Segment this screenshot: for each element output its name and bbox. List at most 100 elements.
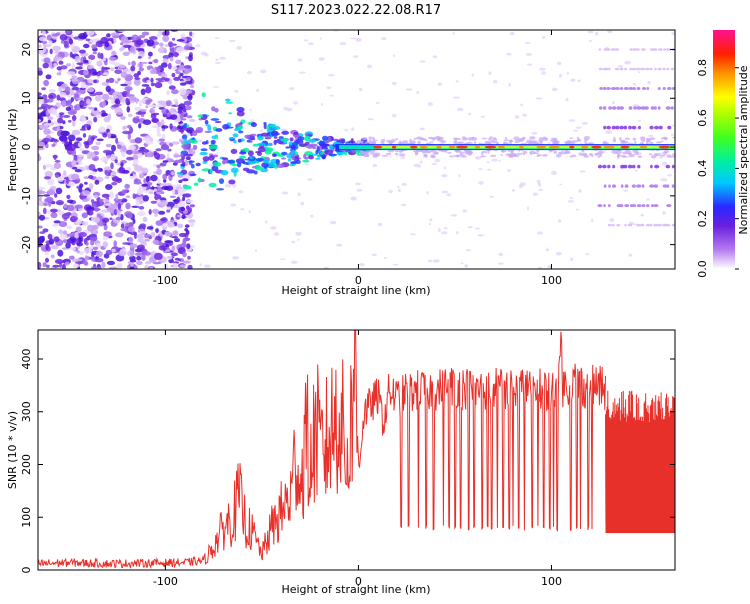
spectrogram-noise-blob — [89, 235, 98, 242]
spectrogram-transition-blob — [283, 140, 287, 144]
spectrogram-noise-blob — [68, 255, 75, 260]
spectrogram-halo-blob — [619, 137, 622, 141]
spectrogram-noise-blob — [74, 204, 83, 209]
spectrogram-noise-blob — [392, 54, 396, 58]
spectrogram-harmonic-blob — [653, 204, 659, 208]
spectrogram-noise-blob — [38, 189, 43, 195]
spectrogram-transition-blob — [210, 139, 216, 145]
spectrogram-halo-blob — [526, 139, 532, 142]
spectrogram-noise-blob — [170, 65, 178, 71]
spectrogram-noise-blob — [552, 87, 558, 92]
spectrogram-noise-blob — [128, 95, 137, 101]
spectrogram-noise-blob — [138, 100, 143, 107]
spectrogram-transition-blob — [244, 134, 251, 139]
spectrogram-noise-blob — [542, 35, 545, 40]
spectrogram-noise-blob — [129, 243, 138, 249]
spectrogram-transition-blob — [291, 155, 295, 161]
spectrogram-transition-blob — [280, 138, 289, 142]
spectrogram-noise-blob — [156, 104, 163, 108]
spectrogram-noise-blob — [95, 114, 103, 119]
spectrogram-noise-blob — [72, 166, 78, 170]
spectrogram-harmonic-blob — [663, 48, 666, 51]
spectrogram-noise-blob — [467, 226, 473, 229]
spectrogram-noise-blob — [577, 79, 581, 83]
spectrogram-noise-blob — [173, 205, 180, 209]
spectrogram-noise-blob — [520, 103, 524, 106]
spectrogram-noise-blob — [38, 225, 43, 229]
spectrogram-halo-blob — [489, 136, 493, 140]
spectrogram-noise-blob — [498, 262, 504, 265]
spectrogram-noise-blob — [464, 264, 469, 268]
spectrogram-noise-blob — [169, 107, 175, 114]
spectrogram-noise-blob — [204, 53, 209, 57]
spectrogram-noise-blob — [96, 213, 101, 218]
spectrogram-noise-blob — [132, 159, 139, 165]
spectrogram-noise-blob — [170, 171, 175, 176]
spectrogram-noise-blob — [416, 91, 420, 94]
spectrogram-harmonic-blob — [614, 67, 620, 71]
spectrogram-noise-blob — [532, 192, 539, 196]
spectrogram-transition-blob — [250, 133, 257, 137]
spectrogram-noise-blob — [104, 169, 113, 177]
spectrogram-halo-blob — [386, 152, 392, 156]
spectrogram-harmonic-blob — [646, 204, 650, 208]
spectrogram-carrier-peak — [658, 145, 671, 149]
spectrogram-noise-blob — [95, 250, 103, 258]
snr-band-line — [605, 390, 675, 534]
spectrogram-harmonic-blob — [631, 125, 637, 130]
spectrogram-carrier-peak — [474, 145, 481, 149]
spectrogram-noise-blob — [183, 107, 187, 113]
spectrogram-harmonic-blob — [636, 204, 642, 208]
spectrogram-noise-blob — [66, 30, 71, 34]
spectrogram-noise-blob — [320, 37, 323, 40]
spectrogram-transition-blob — [246, 139, 251, 143]
spectrogram-noise-blob — [88, 175, 94, 179]
spectrogram-noise-blob — [634, 169, 639, 172]
spectrogram-noise-blob — [134, 252, 144, 256]
spectrogram-noise-blob — [122, 51, 130, 56]
spectrogram-noise-blob — [189, 204, 195, 208]
spectrogram-noise-blob — [110, 162, 114, 170]
spectrogram-noise-blob — [50, 208, 58, 213]
spectrogram-transition-blob — [255, 165, 260, 169]
spectrogram-harmonic-blob — [671, 87, 675, 90]
spectrogram-noise-blob — [170, 219, 176, 223]
spectrogram-noise-blob — [113, 209, 118, 216]
spectrogram-noise-blob — [117, 78, 121, 81]
spectrogram-noise-blob — [260, 69, 267, 74]
spectrogram-noise-blob — [446, 193, 452, 197]
spectrogram-halo-blob — [460, 155, 468, 158]
spectrogram-noise-blob — [569, 196, 573, 200]
spectrogram-noise-blob — [336, 243, 343, 247]
spectrogram-halo-blob — [388, 140, 393, 145]
spectrogram-halo-blob — [542, 154, 548, 157]
spectrogram-noise-blob — [101, 217, 110, 223]
spectrogram-noise-blob — [444, 166, 447, 170]
spectrogram-noise-blob — [38, 113, 46, 117]
spectrogram-noise-blob — [195, 44, 201, 48]
spectrogram-harmonic-blob — [665, 223, 671, 227]
spectrogram-noise-blob — [537, 231, 543, 235]
spectrogram-noise-blob — [105, 166, 111, 171]
spectrogram-noise-blob — [172, 230, 178, 236]
spectrogram-carrier-peak — [410, 145, 418, 149]
spectrogram-carrier-peak — [548, 145, 560, 149]
spectrogram-noise-blob — [154, 152, 160, 160]
spectrogram-harmonic-blob — [627, 223, 633, 227]
spectrogram-noise-blob — [144, 238, 150, 242]
spectrogram-halo-blob — [425, 142, 429, 145]
spectrogram-noise-blob — [123, 40, 132, 44]
spectrogram-noise-blob — [139, 173, 145, 179]
spectrogram-noise-blob — [136, 244, 145, 251]
spectrogram-noise-blob — [73, 154, 78, 162]
spectrogram-noise-blob — [56, 72, 62, 76]
spectrogram-harmonic-blob — [657, 106, 661, 110]
spectrogram-transition-blob — [228, 137, 235, 140]
spectrogram-harmonic-blob — [654, 67, 657, 71]
spectrogram-noise-blob — [137, 56, 142, 59]
spectrogram-noise-blob — [165, 100, 172, 107]
spectrogram-harmonic-blob — [653, 184, 659, 188]
spectrogram-noise-blob — [107, 37, 114, 42]
spectrogram-halo-blob — [417, 140, 421, 145]
spectrogram-noise-blob — [105, 249, 113, 255]
